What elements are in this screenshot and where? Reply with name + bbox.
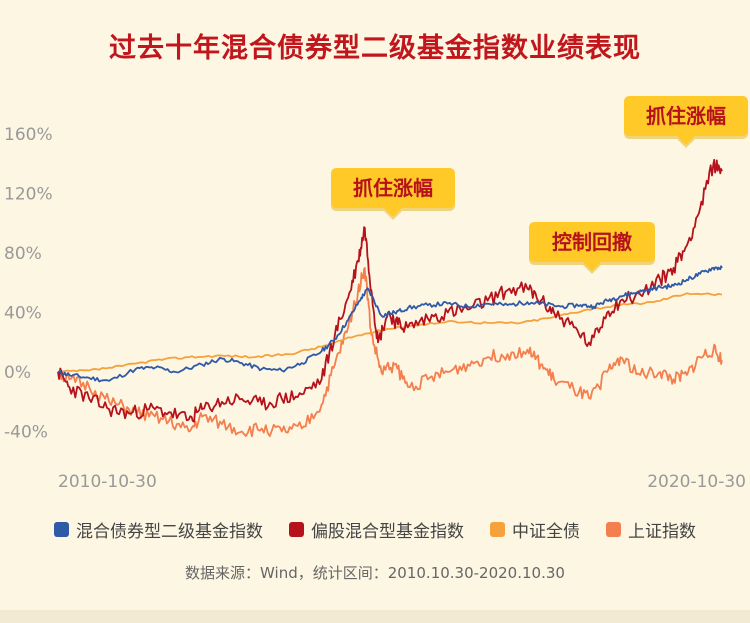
x-tick-label: 2010-10-30 (58, 472, 157, 492)
y-tick-label: 160% (4, 125, 53, 145)
chart-title: 过去十年混合债券型二级基金指数业绩表现 (109, 33, 641, 64)
series-line (57, 158, 723, 423)
footer-strip (0, 610, 750, 623)
legend-swatch (490, 522, 505, 537)
callout-label: 控制回撤 (552, 230, 632, 254)
callout-bubble: 抓住涨幅 (331, 168, 455, 220)
legend-item: 中证全债 (490, 517, 580, 542)
callout-body (331, 168, 455, 217)
y-tick-label: 80% (4, 244, 42, 264)
x-tick-label: 2020-10-30 (647, 472, 746, 492)
y-tick-label: 0% (4, 363, 31, 383)
callout-bubble: 控制回撤 (529, 222, 655, 274)
legend-swatch (606, 522, 621, 537)
y-tick-label: -40% (4, 423, 48, 443)
legend-label: 中证全债 (512, 522, 580, 542)
legend-item: 偏股混合型基金指数 (289, 517, 464, 542)
chart-legend: 混合债券型二级基金指数 偏股混合型基金指数 中证全债 上证指数 (0, 517, 750, 542)
legend-label: 上证指数 (628, 522, 696, 542)
line-chart: 160% 120% 80% 40% 0% -40% 2010-10-30 2020-10-30… (4, 96, 748, 492)
legend-item: 混合债券型二级基金指数 (54, 517, 263, 542)
callout-body (529, 222, 655, 271)
y-tick-label: 40% (4, 304, 42, 324)
callout-bubble: 抓住涨幅 (624, 96, 748, 148)
legend-label: 偏股混合型基金指数 (311, 522, 464, 542)
series-line (57, 265, 723, 383)
legend-label: 混合债券型二级基金指数 (76, 522, 263, 542)
y-tick-label: 120% (4, 185, 53, 205)
callout-label: 抓住涨幅 (353, 176, 433, 200)
legend-swatch (289, 522, 304, 537)
legend-item: 上证指数 (606, 517, 696, 542)
series-line (57, 267, 723, 438)
data-source-note: 数据来源：Wind，统计区间：2010.10.30-2020.10.30 (185, 564, 565, 582)
legend-swatch (54, 522, 69, 537)
callout-label: 抓住涨幅 (646, 104, 726, 128)
callout-body (624, 96, 748, 145)
series-line (57, 292, 723, 373)
